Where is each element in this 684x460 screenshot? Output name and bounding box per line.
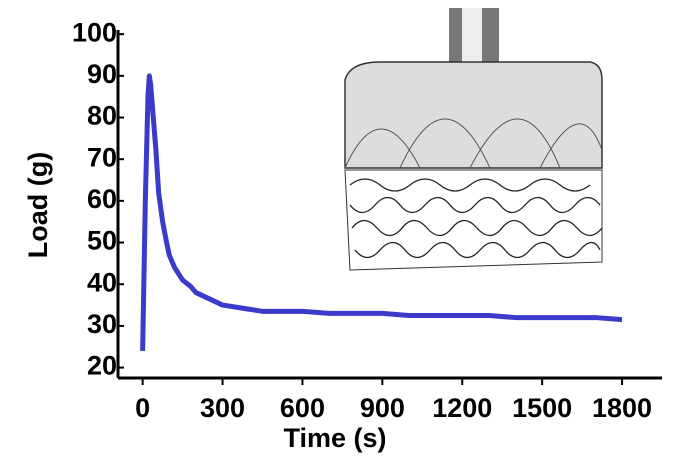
data-line xyxy=(140,73,623,351)
x-tick-label: 900 xyxy=(360,393,405,423)
y-tick-label: 30 xyxy=(87,309,117,339)
x-axis-label: Time (s) xyxy=(283,423,386,453)
y-tick-label: 90 xyxy=(87,59,117,89)
x-tick-label: 0 xyxy=(135,393,150,423)
y-tick-label: 80 xyxy=(87,101,117,131)
y-tick-label: 40 xyxy=(87,267,117,297)
y-tick-label: 50 xyxy=(87,226,117,256)
x-tick-label: 600 xyxy=(280,393,325,423)
y-tick-label: 100 xyxy=(72,17,117,47)
y-tick-label: 20 xyxy=(87,351,117,381)
x-tick-label: 1800 xyxy=(592,393,652,423)
x-tick-label: 1200 xyxy=(432,393,492,423)
y-axis-label: Load (g) xyxy=(23,152,53,258)
y-tick-label: 70 xyxy=(87,142,117,172)
x-tick-label: 1500 xyxy=(512,393,572,423)
inset-illustration xyxy=(344,8,603,271)
x-tick-label: 300 xyxy=(200,393,245,423)
y-tick-label: 60 xyxy=(87,184,117,214)
